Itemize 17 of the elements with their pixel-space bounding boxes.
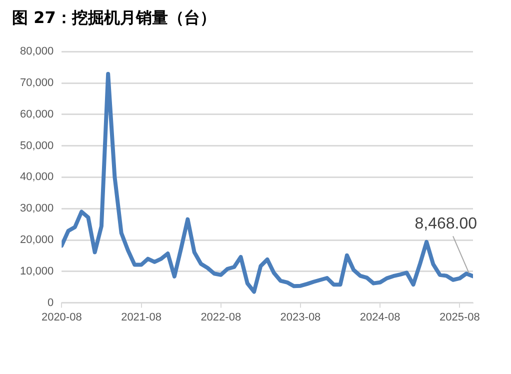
y-tick-label: 80,000 [20, 46, 54, 58]
y-tick-label: 50,000 [20, 140, 54, 152]
y-tick-label: 40,000 [20, 171, 54, 184]
x-tick-label: 2025-08 [440, 311, 480, 324]
chart-title: 图 27：挖掘机月销量（台） [11, 8, 217, 29]
x-tick-label: 2024-08 [360, 311, 400, 324]
x-tick-label: 2021-08 [121, 311, 162, 324]
y-tick-label: 60,000 [20, 108, 54, 120]
y-tick-label: 10,000 [20, 265, 54, 278]
y-tick-label: 30,000 [20, 202, 54, 215]
data-label: 8,468.00 [414, 216, 478, 233]
x-tick-label: 2022-08 [200, 311, 242, 324]
y-tick-label: 0 [48, 296, 54, 309]
x-tick-label: 2020-08 [41, 311, 82, 324]
x-tick-label: 2023-08 [280, 311, 321, 324]
y-tick-label: 70,000 [20, 77, 54, 90]
y-tick-label: 20,000 [20, 234, 54, 246]
